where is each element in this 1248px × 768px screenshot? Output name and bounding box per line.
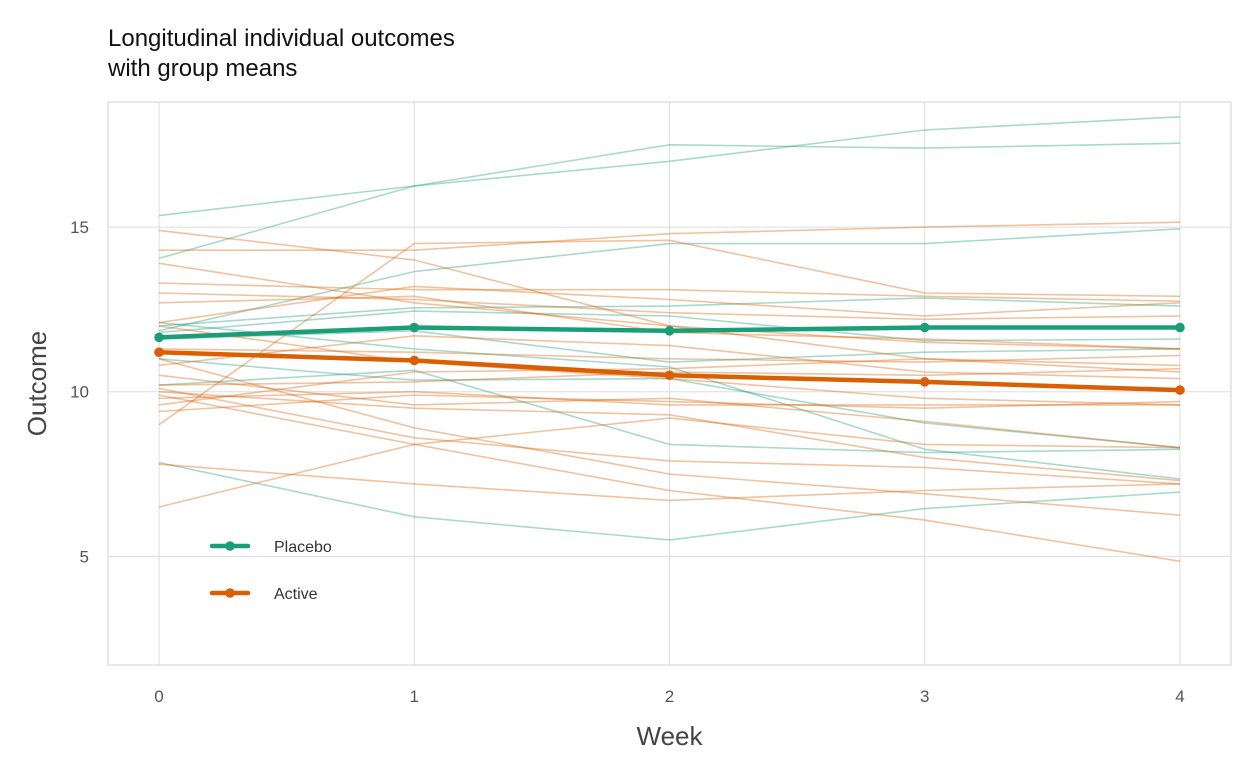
y-tick-label-10: 10 xyxy=(70,383,89,402)
chart-title-line-1: Longitudinal individual outcomes xyxy=(108,25,455,52)
y-tick-label-15: 15 xyxy=(70,218,89,237)
mean-point-active-week-0 xyxy=(154,347,164,358)
legend-swatch-point-active xyxy=(225,588,235,598)
individual-line-placebo-8 xyxy=(158,369,1181,454)
mean-point-placebo-week-3 xyxy=(919,322,930,333)
individual-line-active-5 xyxy=(158,292,1181,321)
chart-title-line-2: with group means xyxy=(108,55,298,82)
legend-label-placebo: Placebo xyxy=(274,539,332,556)
gridlines xyxy=(108,102,1231,665)
legend-item-placebo: Placebo xyxy=(209,539,332,556)
individual-trajectories xyxy=(158,116,1181,563)
individual-line-placebo-2 xyxy=(158,116,1181,260)
legend-swatch-point-placebo xyxy=(225,541,235,551)
individual-line-active-13 xyxy=(158,390,1181,482)
mean-point-placebo-week-4 xyxy=(1175,322,1185,333)
individual-line-active-16 xyxy=(158,394,1181,413)
individual-line-active-3 xyxy=(158,262,1181,367)
individual-line-placebo-5 xyxy=(158,310,1181,342)
individual-line-active-4 xyxy=(158,282,1181,302)
individual-line-active-1 xyxy=(158,229,1181,350)
x-axis-tick-labels: 0 1 2 3 4 xyxy=(154,687,1184,706)
individual-line-active-20 xyxy=(158,463,1181,502)
individual-line-active-10 xyxy=(158,334,1181,380)
individual-line-active-2 xyxy=(159,221,1181,251)
legend-item-active: Active xyxy=(209,586,318,603)
individual-line-placebo-3 xyxy=(158,228,1181,332)
y-tick-label-5: 5 xyxy=(80,547,89,566)
mean-point-placebo-week-2 xyxy=(664,326,675,336)
individual-line-active-14 xyxy=(158,390,1180,406)
mean-point-active-week-4 xyxy=(1175,385,1185,395)
individual-line-active-9 xyxy=(158,348,1181,363)
individual-line-placebo-1 xyxy=(158,142,1181,217)
individual-line-active-22 xyxy=(158,358,1181,516)
individual-line-active-21 xyxy=(158,443,1181,563)
mean-point-placebo-week-1 xyxy=(409,322,420,333)
y-axis-tick-labels: 5 10 15 xyxy=(70,218,89,566)
individual-line-placebo-9 xyxy=(158,321,1181,480)
mean-point-active-week-2 xyxy=(664,370,675,381)
plot-panel-border xyxy=(107,101,1232,666)
individual-line-active-15 xyxy=(158,357,1181,406)
individual-line-active-7 xyxy=(158,285,1181,324)
x-tick-label-1: 1 xyxy=(410,687,419,706)
mean-point-placebo-week-0 xyxy=(154,332,164,343)
individual-line-active-18 xyxy=(158,387,1181,485)
x-tick-label-2: 2 xyxy=(665,687,674,706)
individual-line-placebo-6 xyxy=(158,329,1181,363)
y-axis-title: Outcome xyxy=(22,331,52,437)
individual-line-active-17 xyxy=(158,239,1181,426)
mean-point-active-week-3 xyxy=(919,377,930,387)
individual-line-placebo-4 xyxy=(158,297,1181,327)
x-axis-title: Week xyxy=(637,721,704,751)
individual-line-active-11 xyxy=(158,374,1181,449)
individual-line-active-19 xyxy=(158,394,1181,449)
x-tick-label-0: 0 xyxy=(154,687,163,706)
x-tick-label-3: 3 xyxy=(920,687,929,706)
legend: Placebo Active xyxy=(209,539,332,603)
group-mean-lines xyxy=(154,322,1185,395)
x-tick-label-4: 4 xyxy=(1175,687,1184,706)
individual-line-placebo-10 xyxy=(158,461,1181,541)
chart-title: Longitudinal individual outcomes with gr… xyxy=(108,24,455,84)
mean-point-active-week-1 xyxy=(409,355,420,366)
legend-label-active: Active xyxy=(274,586,318,603)
